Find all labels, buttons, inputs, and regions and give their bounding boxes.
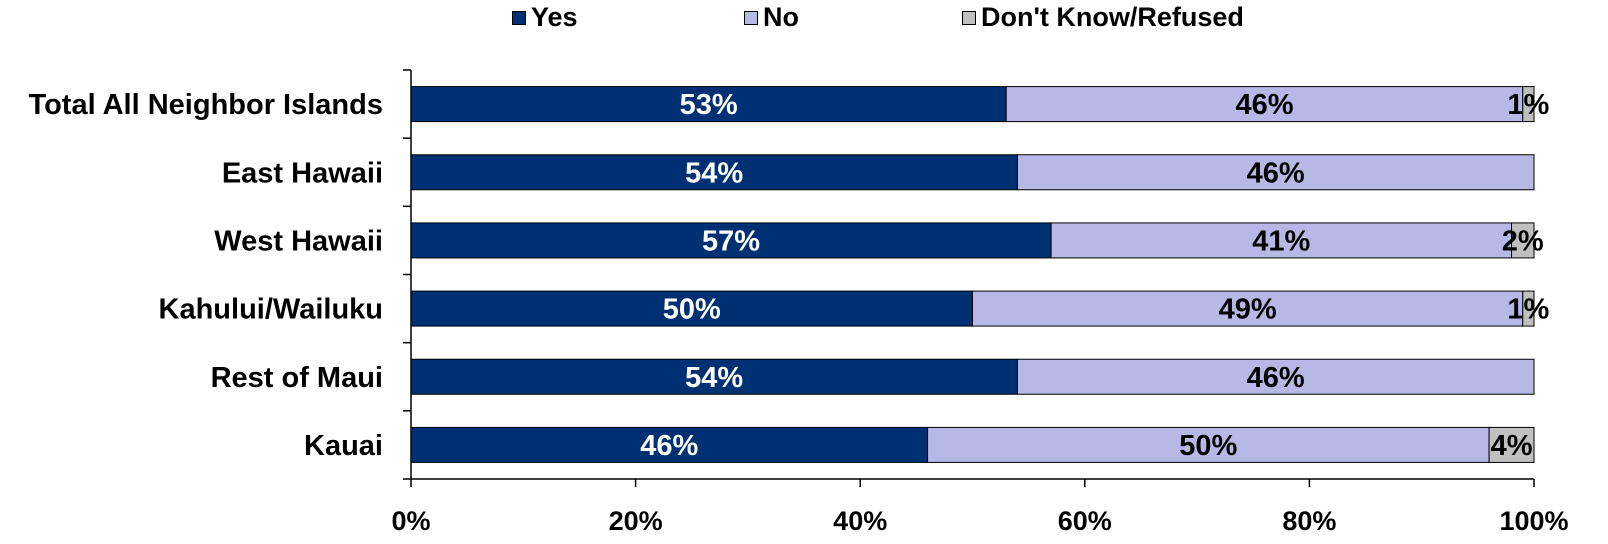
category-label: West Hawaii bbox=[214, 225, 383, 257]
legend-item-no: No bbox=[744, 2, 799, 33]
bar-segment-no bbox=[972, 290, 1524, 327]
x-tick-label: 80% bbox=[1282, 506, 1336, 536]
bar-segment-no bbox=[1016, 358, 1535, 395]
bar-segment-no bbox=[1050, 222, 1513, 259]
bar-segment-don-t-know-refused bbox=[1522, 86, 1535, 123]
x-tick-label: 20% bbox=[609, 506, 663, 536]
bar-segment-don-t-know-refused bbox=[1511, 222, 1535, 259]
category-label: Kahului/Wailuku bbox=[159, 294, 383, 326]
bar-segment-yes bbox=[410, 358, 1018, 395]
data-label-yes: 50% bbox=[663, 294, 721, 326]
data-label-yes: 57% bbox=[702, 225, 760, 257]
data-label-no: 46% bbox=[1247, 362, 1305, 394]
legend-item-yes: Yes bbox=[512, 2, 578, 33]
data-label-don-t-know-refused: 1% bbox=[1507, 294, 1549, 326]
data-label-no: 46% bbox=[1247, 157, 1305, 189]
legend-swatch-no bbox=[744, 10, 758, 25]
legend-label-no: No bbox=[763, 2, 799, 32]
x-tick-label: 100% bbox=[1499, 506, 1568, 536]
data-label-no: 46% bbox=[1235, 89, 1293, 121]
legend-label-yes: Yes bbox=[531, 2, 578, 32]
data-label-yes: 53% bbox=[680, 89, 738, 121]
x-tick-label: 40% bbox=[833, 506, 887, 536]
category-label: Total All Neighbor Islands bbox=[29, 89, 383, 121]
bar-segment-no bbox=[1016, 154, 1535, 191]
data-label-no: 50% bbox=[1179, 430, 1237, 462]
data-label-no: 41% bbox=[1252, 225, 1310, 257]
bar-segment-don-t-know-refused bbox=[1522, 290, 1535, 327]
bar-segment-yes bbox=[410, 290, 973, 327]
legend: Yes No Don't Know/Refused bbox=[0, 0, 1608, 34]
bar-segment-no bbox=[927, 426, 1490, 463]
category-label: Kauai bbox=[304, 430, 383, 462]
x-tick-label: 0% bbox=[391, 506, 430, 536]
legend-swatch-dont-know bbox=[962, 10, 976, 25]
data-label-no: 49% bbox=[1219, 294, 1277, 326]
category-label: Rest of Maui bbox=[211, 362, 383, 394]
bar-segment-yes bbox=[410, 222, 1052, 259]
legend-label-dont-know: Don't Know/Refused bbox=[981, 2, 1244, 32]
data-label-yes: 46% bbox=[640, 430, 698, 462]
data-label-yes: 54% bbox=[685, 157, 743, 189]
legend-swatch-yes bbox=[512, 10, 526, 25]
bar-segment-yes bbox=[410, 426, 929, 463]
data-label-don-t-know-refused: 1% bbox=[1507, 89, 1549, 121]
category-label: East Hawaii bbox=[222, 157, 383, 189]
data-label-don-t-know-refused: 4% bbox=[1491, 430, 1533, 462]
bar-segment-don-t-know-refused bbox=[1488, 426, 1535, 463]
data-label-yes: 54% bbox=[685, 362, 743, 394]
data-label-don-t-know-refused: 2% bbox=[1502, 225, 1544, 257]
legend-item-dont-know: Don't Know/Refused bbox=[962, 2, 1244, 33]
x-tick-label: 60% bbox=[1058, 506, 1112, 536]
